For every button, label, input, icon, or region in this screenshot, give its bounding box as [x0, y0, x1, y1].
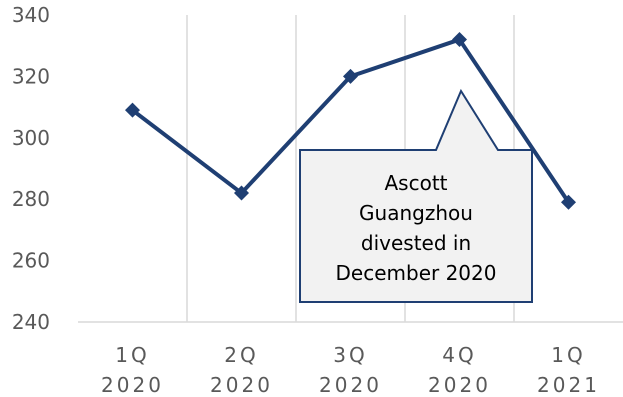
x-tick-label: 2020 — [101, 373, 164, 397]
y-tick-label: 240 — [12, 310, 50, 334]
x-tick-label: 2Q — [224, 343, 258, 367]
data-point-marker — [125, 102, 140, 118]
x-tick-label: 2021 — [537, 373, 600, 397]
y-tick-label: 340 — [12, 3, 50, 27]
x-tick-label: 4Q — [442, 343, 476, 367]
x-tick-label: 2020 — [210, 373, 273, 397]
y-tick-label: 280 — [12, 187, 50, 211]
x-axis-tick-labels: 1Q 2020 2Q 2020 3Q 2020 4Q 2020 1Q 2021 — [101, 343, 600, 397]
x-tick-label: 2020 — [428, 373, 491, 397]
callout-text-line: Ascott — [384, 171, 447, 195]
x-tick-label: 1Q — [115, 343, 149, 367]
y-tick-label: 320 — [12, 64, 50, 88]
callout-box — [299, 88, 533, 303]
x-tick-label: 3Q — [333, 343, 367, 367]
series-line-group — [125, 32, 576, 210]
y-tick-label: 300 — [12, 126, 50, 150]
data-point-marker — [234, 185, 249, 201]
callout-text-line: December 2020 — [336, 261, 497, 285]
callout-annotation: Ascott Guangzhou divested in December 2020 — [299, 88, 533, 303]
y-axis-tick-labels: 240 260 280 300 320 340 — [12, 3, 50, 334]
x-tick-label: 1Q — [551, 343, 585, 367]
callout-text-line: Guangzhou — [359, 201, 473, 225]
x-tick-label: 2020 — [319, 373, 382, 397]
callout-text-line: divested in — [361, 231, 471, 255]
data-point-marker — [452, 32, 467, 48]
y-tick-label: 260 — [12, 249, 50, 273]
data-point-marker — [343, 68, 358, 84]
data-point-marker — [561, 194, 576, 210]
